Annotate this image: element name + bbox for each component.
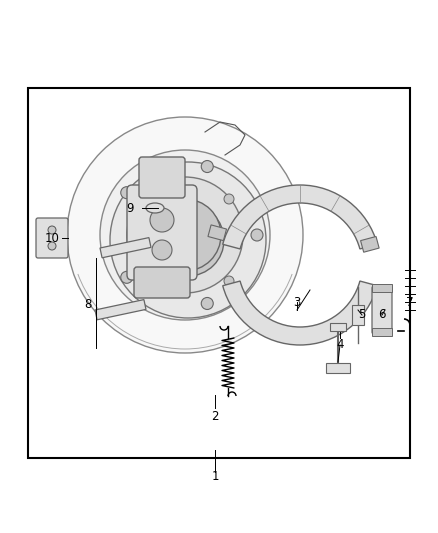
- Bar: [352, 305, 364, 325]
- Circle shape: [142, 194, 152, 204]
- Circle shape: [110, 162, 266, 318]
- Bar: [372, 328, 392, 336]
- Bar: [100, 238, 151, 258]
- FancyBboxPatch shape: [134, 267, 190, 298]
- Text: 6: 6: [378, 309, 386, 321]
- Text: 7: 7: [406, 295, 414, 309]
- Text: 8: 8: [84, 298, 92, 311]
- Circle shape: [67, 117, 303, 353]
- Circle shape: [224, 276, 234, 286]
- Circle shape: [251, 229, 263, 241]
- Text: 10: 10: [45, 231, 60, 245]
- Bar: [326, 363, 350, 373]
- Text: 1: 1: [211, 470, 219, 482]
- Text: 3: 3: [293, 295, 301, 309]
- Bar: [95, 300, 146, 320]
- Circle shape: [201, 297, 213, 310]
- FancyBboxPatch shape: [127, 185, 197, 280]
- Text: 4: 4: [336, 338, 344, 351]
- Circle shape: [121, 271, 133, 284]
- Circle shape: [149, 199, 221, 271]
- Circle shape: [224, 194, 234, 204]
- Text: 9: 9: [126, 201, 134, 214]
- Bar: [372, 284, 392, 292]
- Circle shape: [100, 150, 270, 320]
- Circle shape: [201, 160, 213, 173]
- Bar: [208, 225, 226, 240]
- Circle shape: [121, 187, 133, 199]
- Text: 5: 5: [358, 309, 366, 321]
- Text: 2: 2: [211, 409, 219, 423]
- Circle shape: [152, 204, 224, 276]
- Circle shape: [48, 226, 56, 234]
- Wedge shape: [223, 281, 377, 345]
- Bar: [360, 237, 379, 252]
- Circle shape: [127, 177, 243, 293]
- FancyBboxPatch shape: [36, 218, 68, 258]
- FancyBboxPatch shape: [139, 157, 185, 198]
- FancyBboxPatch shape: [372, 286, 392, 334]
- Circle shape: [48, 242, 56, 250]
- Bar: [28, 88, 410, 458]
- Ellipse shape: [146, 203, 164, 213]
- Circle shape: [150, 208, 174, 232]
- Bar: [330, 323, 346, 331]
- Circle shape: [142, 276, 152, 286]
- Circle shape: [152, 240, 172, 260]
- Wedge shape: [223, 185, 377, 249]
